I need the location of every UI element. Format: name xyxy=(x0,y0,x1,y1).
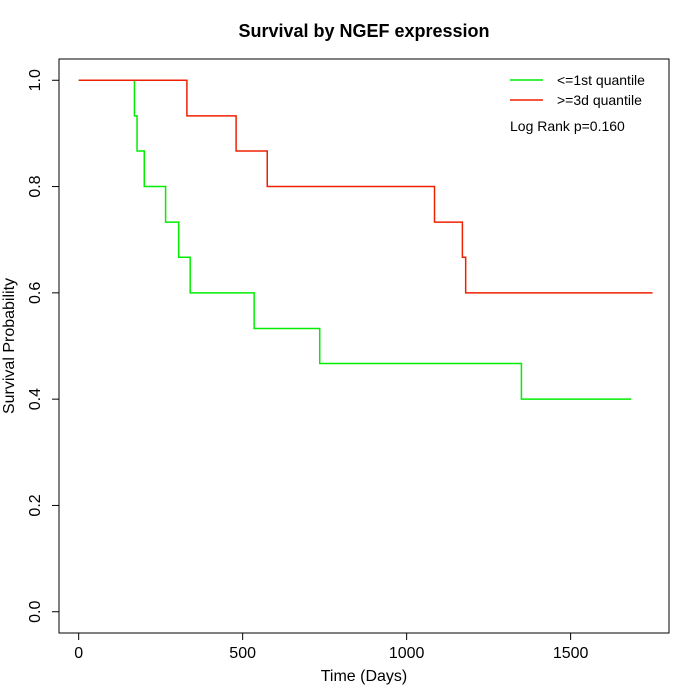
y-tick-label: 0.2 xyxy=(27,494,44,516)
series-line-1 xyxy=(78,79,632,400)
series-line-2 xyxy=(78,79,653,294)
y-tick-label: 0.8 xyxy=(27,175,44,197)
plot-frame xyxy=(58,58,670,634)
x-tick-label: 1500 xyxy=(553,645,589,662)
chart-title: Survival by NGEF expression xyxy=(238,21,489,41)
x-tick-label: 1000 xyxy=(389,645,425,662)
log-rank-annotation: Log Rank p=0.160 xyxy=(510,118,625,134)
y-tick-label: 1.0 xyxy=(27,69,44,91)
legend: <=1st quantile >=3d quantile xyxy=(510,72,645,108)
x-axis: 0 500 1000 1500 xyxy=(74,632,589,662)
legend-label: >=3d quantile xyxy=(557,92,642,108)
x-tick-label: 500 xyxy=(229,645,256,662)
y-tick-label: 0.0 xyxy=(27,601,44,623)
x-tick-label: 0 xyxy=(74,645,83,662)
y-axis: 0.0 0.2 0.4 0.6 0.8 1.0 xyxy=(27,69,60,623)
y-tick-label: 0.6 xyxy=(27,282,44,304)
y-tick-label: 0.4 xyxy=(27,388,44,410)
x-axis-label: Time (Days) xyxy=(321,668,408,685)
y-axis-label: Survival Probability xyxy=(1,278,18,414)
legend-label: <=1st quantile xyxy=(557,72,645,88)
series-layer xyxy=(78,79,653,400)
